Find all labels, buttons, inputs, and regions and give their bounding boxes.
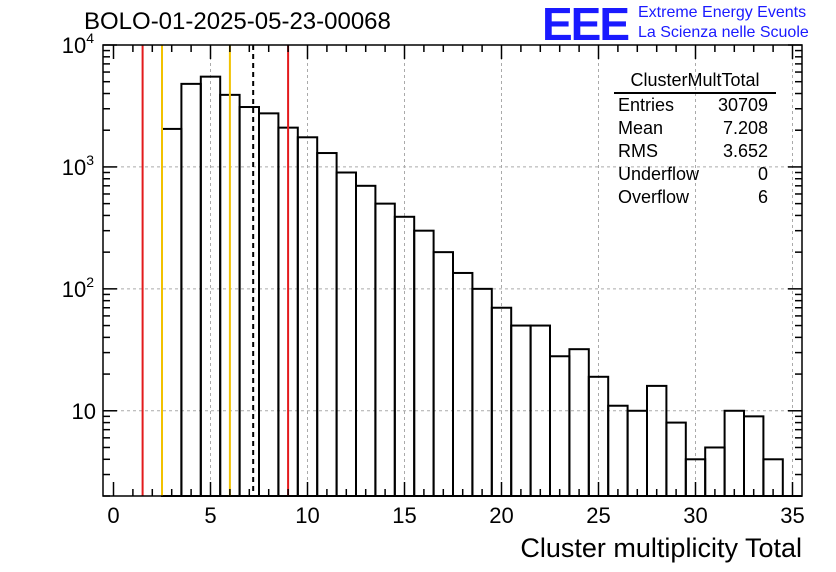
stats-box: ClusterMultTotal Entries 30709 Mean 7.20… bbox=[610, 70, 780, 209]
y-tick-label: 102 bbox=[62, 274, 94, 302]
tick-labels: 0 5 10 15 20 25 30 35 10 102 103 104 bbox=[62, 30, 805, 528]
histogram-bin bbox=[723, 409, 745, 497]
x-tick-label: 15 bbox=[392, 503, 416, 528]
stats-label: Underflow bbox=[618, 164, 700, 184]
histogram-bin bbox=[646, 384, 668, 498]
x-tick-label: 0 bbox=[107, 503, 119, 528]
histogram-bin bbox=[626, 409, 648, 497]
histogram-bin bbox=[355, 184, 377, 497]
stats-row: RMS 3.652 bbox=[610, 140, 780, 163]
stats-value: 3.652 bbox=[722, 141, 768, 161]
stats-label: Entries bbox=[618, 95, 675, 115]
y-tick-label: 104 bbox=[62, 30, 94, 58]
histogram-bin bbox=[335, 171, 358, 497]
histogram-bin bbox=[316, 152, 338, 497]
x-tick-label: 30 bbox=[683, 503, 707, 528]
histogram-bin bbox=[161, 127, 183, 497]
plot-title: BOLO-01-2025-05-23-00068 bbox=[84, 8, 391, 35]
stats-value: 6 bbox=[757, 187, 768, 207]
histogram-bin bbox=[180, 82, 202, 497]
histogram-bin bbox=[452, 271, 474, 497]
histogram-bin bbox=[238, 106, 261, 498]
logo-line-2: La Scienza nelle Scuole bbox=[638, 24, 809, 41]
marker-lines bbox=[141, 45, 290, 496]
histogram-bin bbox=[607, 404, 629, 497]
stats-row: Underflow 0 bbox=[610, 163, 780, 186]
y-tick-label: 103 bbox=[62, 152, 94, 180]
y-tick-label: 10 bbox=[72, 399, 96, 424]
histogram-bin bbox=[258, 112, 280, 497]
x-tick-label: 10 bbox=[295, 503, 319, 528]
histogram-bin bbox=[413, 229, 435, 497]
histogram-bin bbox=[743, 415, 765, 497]
eee-logo: EEE bbox=[542, 0, 630, 50]
histogram-bin bbox=[471, 287, 493, 497]
stats-label: RMS bbox=[618, 141, 658, 161]
x-axis-label: Cluster multiplicity Total bbox=[520, 533, 802, 563]
histogram-bin bbox=[549, 355, 571, 497]
stats-row: Entries 30709 bbox=[610, 94, 780, 117]
stats-label: Overflow bbox=[618, 187, 690, 207]
axes bbox=[102, 44, 803, 497]
x-tick-label: 20 bbox=[489, 503, 513, 528]
stats-title: ClusterMultTotal bbox=[614, 70, 776, 94]
stats-label: Mean bbox=[618, 118, 664, 138]
x-tick-label: 25 bbox=[586, 503, 610, 528]
logo-line-1: Extreme Energy Events bbox=[638, 4, 807, 21]
histogram-bin bbox=[432, 251, 455, 497]
stats-row: Overflow 6 bbox=[610, 186, 780, 209]
histogram-bin bbox=[704, 446, 726, 498]
histogram-bin bbox=[665, 421, 687, 497]
stats-value: 0 bbox=[757, 164, 768, 184]
x-tick-label: 35 bbox=[780, 503, 804, 528]
x-tick-label: 5 bbox=[204, 503, 216, 528]
stats-value: 30709 bbox=[717, 95, 768, 115]
histogram-bin bbox=[510, 324, 532, 497]
plot-frame bbox=[102, 44, 803, 497]
stats-value: 7.208 bbox=[722, 118, 768, 138]
histogram-bin bbox=[568, 348, 590, 498]
histogram-bin bbox=[374, 202, 396, 497]
stats-row: Mean 7.208 bbox=[610, 117, 780, 140]
